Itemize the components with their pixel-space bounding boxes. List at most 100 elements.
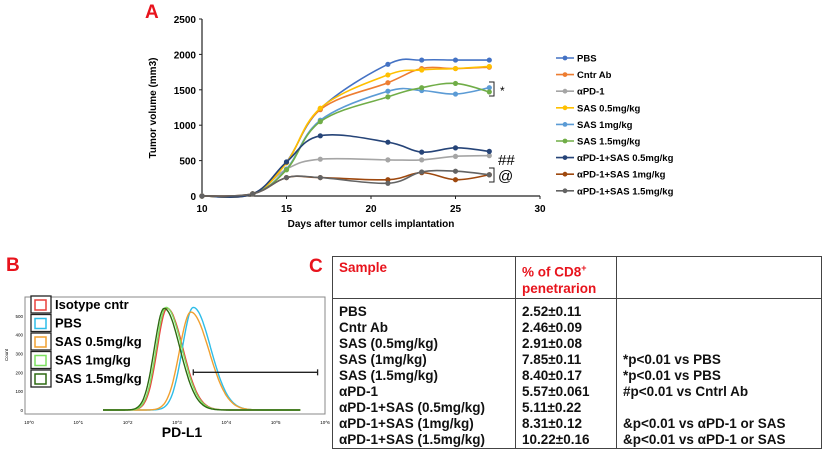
data-point	[452, 65, 459, 72]
legend-marker	[562, 171, 568, 177]
table-cell-sample: Cntr Ab	[339, 320, 388, 335]
y-tick-label: 2500	[174, 15, 197, 26]
table-cell-note	[623, 304, 815, 320]
data-point	[419, 67, 425, 73]
x-tick-label: 10^1	[74, 420, 84, 425]
sample-column: PBS Cntr Ab SAS (0.5mg/kg) SAS (1mg/kg) SAS …	[333, 299, 516, 449]
annotation: @	[498, 168, 513, 185]
y-tick-label: 1500	[174, 86, 197, 97]
y-tick-label: 2000	[174, 50, 197, 61]
data-point	[452, 145, 459, 151]
table-cell-note: #p<0.01 vs Cntrl Ab	[623, 384, 749, 399]
data-point	[486, 172, 492, 178]
data-point	[419, 57, 425, 63]
legend-label: Cntr Ab	[577, 70, 612, 81]
data-point	[486, 148, 492, 154]
y-tick-label: 0	[190, 192, 196, 203]
bracket	[489, 167, 495, 183]
x-tick-label: 25	[450, 204, 462, 215]
table-cell-value: 10.22±0.16	[522, 432, 590, 447]
data-point	[385, 61, 391, 67]
y-tick-label: 500	[179, 157, 196, 168]
legend-marker	[562, 188, 568, 194]
data-point	[452, 57, 459, 63]
table-body: PBS Cntr Ab SAS (0.5mg/kg) SAS (1mg/kg) SAS …	[333, 298, 821, 449]
legend-marker	[562, 155, 568, 161]
x-tick-label: 10^0	[24, 420, 34, 425]
data-point	[419, 169, 425, 175]
data-point	[385, 180, 391, 186]
table-cell-sample: SAS (0.5mg/kg)	[339, 336, 439, 351]
legend-label: SAS 1.5mg/kg	[577, 137, 641, 148]
legend-marker	[562, 138, 568, 144]
table-header-row: Sample % of CD8+ penetrarion	[333, 257, 821, 299]
data-point	[317, 174, 323, 181]
header-sample: Sample	[333, 257, 516, 299]
cd8-table: Sample % of CD8+ penetrarion PBS Cntr Ab SA…	[332, 256, 822, 449]
table-cell-value: 2.46±0.09	[522, 320, 582, 335]
table-cell-sample: αPD-1+SAS (0.5mg/kg)	[339, 400, 485, 415]
legend-marker	[562, 72, 568, 77]
legend-label: αPD-1+SAS 0.5mg/kg	[577, 153, 674, 164]
bracket	[489, 81, 495, 97]
data-point	[385, 139, 391, 145]
tumor-volume-chart: 0 500 1000 1500 2000 2500 10 15 20 25 30 Days after…	[148, 15, 674, 230]
x-tick-label: 30	[534, 204, 546, 215]
legend-swatch	[34, 317, 47, 330]
data-point	[317, 105, 323, 111]
y-axis-label: Tumor volume (mm3)	[148, 58, 159, 159]
x-tick-label: 10^4	[222, 420, 232, 425]
data-point	[486, 57, 492, 63]
series-line-8	[201, 169, 490, 197]
histogram-curve-3	[103, 306, 301, 411]
table-cell-note	[623, 336, 815, 352]
table-cell-value: 5.11±0.22	[522, 400, 582, 415]
legend-marker	[562, 105, 568, 111]
x-tick-label: 15	[281, 204, 293, 215]
y-tick-label: 200	[15, 370, 23, 375]
legend-label: PBS	[577, 54, 597, 65]
table-cell-sample: αPD-1	[339, 384, 379, 399]
legend-swatch	[34, 336, 47, 348]
plot-frame	[24, 296, 326, 415]
data-point	[452, 168, 459, 174]
legend-marker	[562, 88, 568, 94]
legend-swatch	[34, 354, 47, 367]
x-tick-label: 10^3	[172, 420, 182, 425]
legend-label: αPD-1	[577, 87, 605, 98]
legend-label: SAS 0.5mg/kg	[55, 334, 142, 349]
histogram-curve-0	[103, 307, 301, 411]
table-cell-note: *p<0.01 vs PBS	[623, 368, 721, 383]
note-column: *p<0.01 vs PBS *p<0.01 vs PBS #p<0.01 vs C…	[616, 298, 821, 448]
value-column: 2.52±0.11 2.46±0.09 2.91±0.08 7.85±0.11 8.40…	[515, 298, 617, 448]
table-cell-value: 2.52±0.11	[522, 304, 582, 319]
legend-label: SAS 1mg/kg	[55, 353, 131, 368]
table-cell-value: 7.85±0.11	[522, 352, 582, 367]
data-point	[385, 88, 391, 94]
legend-label: αPD-1+SAS 1mg/kg	[577, 170, 666, 181]
table-cell-note: *p<0.01 vs PBS	[623, 352, 721, 367]
legend-label: Isotype cntr	[55, 297, 129, 312]
table-cell-sample: αPD-1+SAS (1.5mg/kg)	[339, 432, 485, 447]
data-point	[385, 80, 391, 86]
legend-label: SAS 1mg/kg	[577, 120, 633, 131]
table-cell-value: 8.40±0.17	[522, 368, 582, 383]
x-tick-label: 10^5	[271, 420, 281, 425]
x-axis-label: Days after tumor cells implantation	[288, 219, 455, 230]
histogram-curve-4	[103, 307, 301, 411]
x-tick-label: 10^6	[320, 420, 330, 425]
table-cell-sample: αPD-1+SAS (1mg/kg)	[339, 416, 474, 431]
data-point	[283, 159, 290, 165]
legend-label: SAS 0.5mg/kg	[577, 103, 641, 114]
legend-label: SAS 1.5mg/kg	[55, 371, 142, 386]
y-tick-label: 100	[15, 389, 23, 394]
panel-label-a: A	[145, 2, 159, 23]
header-percent: % of CD8+ penetrarion	[515, 257, 617, 299]
table-cell-sample: SAS (1.5mg/kg)	[339, 368, 439, 383]
data-point	[385, 94, 391, 100]
data-point	[486, 153, 492, 159]
table-cell-note: &p<0.01 vs αPD-1 or SAS	[623, 432, 786, 447]
y-tick-label: 400	[15, 333, 23, 338]
table-cell-note	[623, 400, 815, 416]
table-cell-value: 8.31±0.12	[522, 416, 582, 431]
